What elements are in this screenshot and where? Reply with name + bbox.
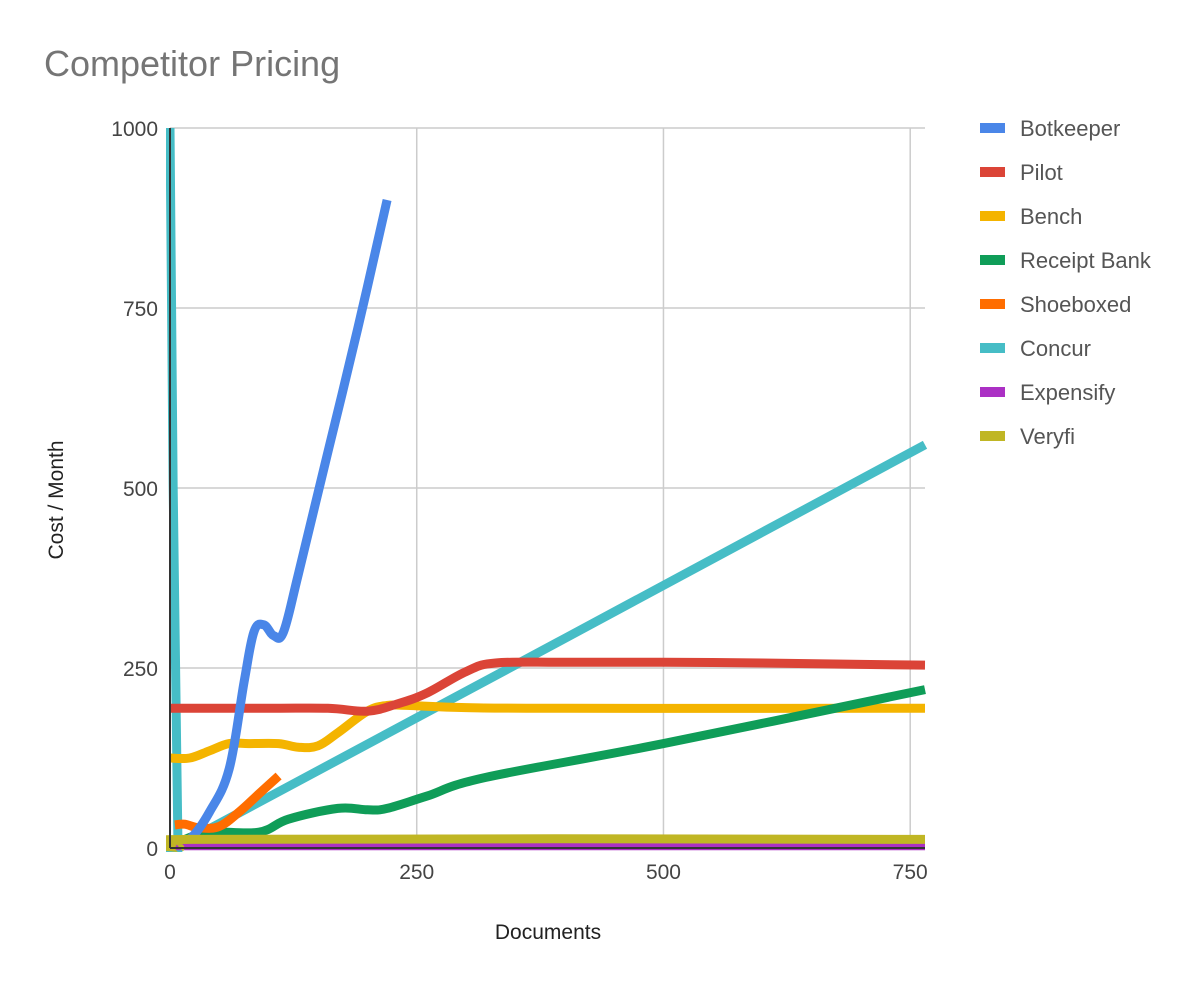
y-tick-label: 1000 bbox=[111, 118, 158, 141]
series-line-botkeeper bbox=[173, 199, 392, 849]
y-tick-label: 0 bbox=[146, 838, 158, 861]
legend-item: Concur bbox=[980, 336, 1091, 361]
legend-label: Concur bbox=[1020, 336, 1091, 361]
gridlines bbox=[170, 127, 925, 848]
legend-swatch bbox=[980, 387, 1005, 397]
legend-swatch bbox=[980, 431, 1005, 441]
legend-item: Expensify bbox=[980, 380, 1115, 405]
x-tick-label: 500 bbox=[646, 861, 681, 884]
legend-label: Expensify bbox=[1020, 380, 1115, 405]
legend-swatch bbox=[980, 167, 1005, 177]
legend-item: Receipt Bank bbox=[980, 248, 1152, 273]
x-tick-label: 250 bbox=[399, 861, 434, 884]
legend-label: Receipt Bank bbox=[1020, 248, 1152, 273]
legend-item: Pilot bbox=[980, 160, 1063, 185]
y-axis-label: Cost / Month bbox=[45, 440, 68, 559]
series-line-receipt-bank bbox=[183, 685, 926, 844]
legend-label: Pilot bbox=[1020, 160, 1063, 185]
legend-swatch bbox=[980, 211, 1005, 221]
chart-title: Competitor Pricing bbox=[44, 43, 340, 84]
y-tick-label: 750 bbox=[123, 298, 158, 321]
legend-swatch bbox=[980, 255, 1005, 265]
series-line-shoeboxed bbox=[174, 772, 282, 833]
legend-item: Botkeeper bbox=[980, 116, 1120, 141]
legend-swatch bbox=[980, 299, 1005, 309]
x-tick-label: 750 bbox=[893, 861, 928, 884]
legend-label: Shoeboxed bbox=[1020, 292, 1131, 317]
legend-label: Bench bbox=[1020, 204, 1082, 229]
legend-swatch bbox=[980, 343, 1005, 353]
y-tick-label: 500 bbox=[123, 478, 158, 501]
legend: Botkeeper Pilot Bench Receipt Bank Shoeboxed… bbox=[980, 116, 1152, 449]
axes: 0 250 500 750 1000 0 250 500 750 bbox=[111, 118, 927, 884]
x-axis-label: Documents bbox=[495, 921, 601, 944]
legend-swatch bbox=[980, 123, 1005, 133]
y-tick-label: 250 bbox=[123, 658, 158, 681]
legend-item: Bench bbox=[980, 204, 1082, 229]
legend-label: Veryfi bbox=[1020, 424, 1075, 449]
series-lines bbox=[166, 127, 928, 852]
x-tick-label: 0 bbox=[164, 861, 176, 884]
legend-item: Shoeboxed bbox=[980, 292, 1131, 317]
series-line-pilot bbox=[170, 657, 926, 716]
legend-label: Botkeeper bbox=[1020, 116, 1120, 141]
series-line-veryfi bbox=[166, 834, 926, 852]
legend-item: Veryfi bbox=[980, 424, 1075, 449]
series-line-concur bbox=[166, 127, 928, 852]
series-line-bench bbox=[169, 700, 926, 764]
